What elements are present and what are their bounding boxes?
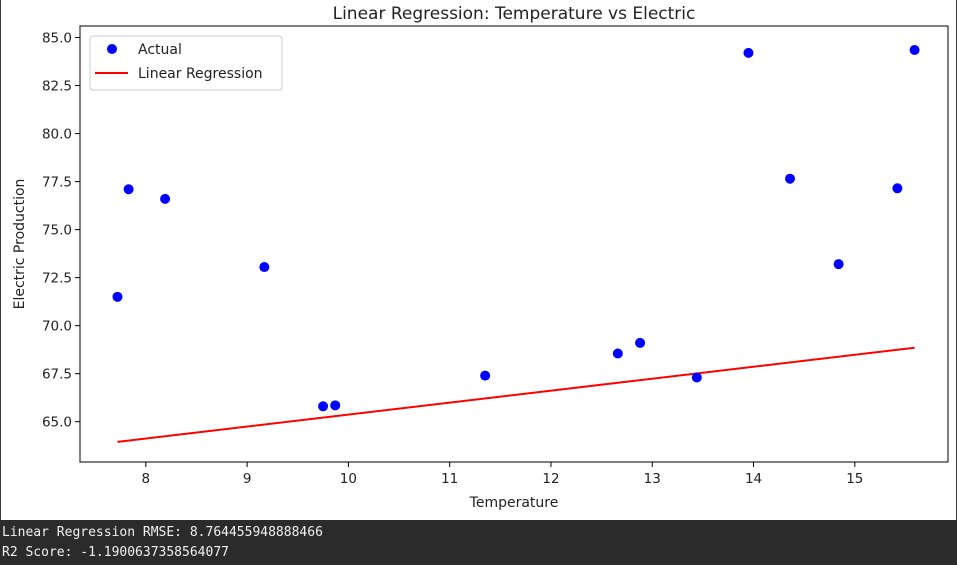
y-axis-label: Electric Production <box>12 179 28 310</box>
y-tick-label: 70.0 <box>42 319 72 335</box>
data-point <box>784 173 795 184</box>
x-tick-label: 10 <box>340 471 357 487</box>
data-point <box>330 400 341 411</box>
y-tick-label: 67.5 <box>42 367 72 383</box>
data-point <box>160 193 171 204</box>
chart-title: Linear Regression: Temperature vs Electr… <box>333 4 696 24</box>
y-tick-label: 77.5 <box>42 175 72 191</box>
legend-actual-label: Actual <box>138 42 182 58</box>
data-point <box>123 184 134 195</box>
x-tick-label: 15 <box>846 471 863 487</box>
x-tick-label: 11 <box>441 471 458 487</box>
chart-figure: 8 9 10 11 12 13 14 15 65.0 67.5 70.0 72.5 75.0 77.5 80… <box>0 0 957 520</box>
data-point <box>635 337 646 348</box>
data-point <box>892 183 903 194</box>
y-tick-label: 72.5 <box>42 271 72 287</box>
data-point <box>612 348 623 359</box>
data-point <box>259 262 270 273</box>
x-tick-label: 12 <box>542 471 559 487</box>
data-point <box>833 259 844 270</box>
y-tick-label: 65.0 <box>42 415 72 431</box>
data-point <box>318 401 329 412</box>
y-tick-label: 82.5 <box>42 79 72 95</box>
console-output: Linear Regression RMSE: 8.76445594888846… <box>0 520 957 565</box>
legend-box <box>89 35 283 91</box>
x-tick-label: 13 <box>644 471 661 487</box>
rmse-output-line: Linear Regression RMSE: 8.76445594888846… <box>2 525 323 540</box>
x-tick-label: 14 <box>745 471 762 487</box>
legend-actual-marker <box>107 44 117 54</box>
r2-output-line: R2 Score: -1.1900637358564077 <box>2 545 229 560</box>
y-tick-label: 75.0 <box>42 223 72 239</box>
x-axis-label: Temperature <box>469 495 559 511</box>
y-tick-label: 85.0 <box>42 31 72 47</box>
legend-regression-label: Linear Regression <box>138 66 263 82</box>
plot-layer: 8 9 10 11 12 13 14 15 65.0 67.5 70.0 72.5 75.0 77.5 80… <box>12 4 949 511</box>
data-point <box>112 291 123 302</box>
y-tick-label: 80.0 <box>42 127 72 143</box>
regression-line <box>117 346 915 443</box>
chart-svg: 8 9 10 11 12 13 14 15 65.0 67.5 70.0 72.5 75.0 77.5 80… <box>12 4 949 511</box>
x-tick-label: 8 <box>142 471 151 487</box>
data-point <box>691 372 702 383</box>
data-point <box>743 47 754 58</box>
data-point <box>480 370 491 381</box>
data-point <box>909 45 920 56</box>
plot-frame <box>79 25 949 463</box>
x-tick-label: 9 <box>243 471 252 487</box>
